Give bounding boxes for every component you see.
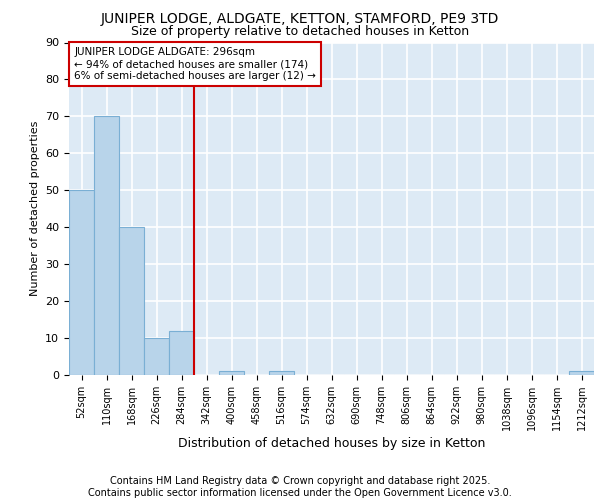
Bar [169, 330, 194, 375]
X-axis label: Distribution of detached houses by size in Ketton: Distribution of detached houses by size … [178, 437, 485, 450]
Bar [69, 190, 94, 375]
Bar [569, 372, 594, 375]
Text: Contains HM Land Registry data © Crown copyright and database right 2025.
Contai: Contains HM Land Registry data © Crown c… [88, 476, 512, 498]
Text: JUNIPER LODGE ALDGATE: 296sqm
← 94% of detached houses are smaller (174)
6% of s: JUNIPER LODGE ALDGATE: 296sqm ← 94% of d… [74, 48, 316, 80]
Bar [219, 372, 244, 375]
Bar [144, 338, 169, 375]
Text: Size of property relative to detached houses in Ketton: Size of property relative to detached ho… [131, 25, 469, 38]
Bar [119, 227, 144, 375]
Bar [269, 372, 294, 375]
Y-axis label: Number of detached properties: Number of detached properties [29, 121, 40, 296]
Bar [94, 116, 119, 375]
Text: JUNIPER LODGE, ALDGATE, KETTON, STAMFORD, PE9 3TD: JUNIPER LODGE, ALDGATE, KETTON, STAMFORD… [101, 12, 499, 26]
